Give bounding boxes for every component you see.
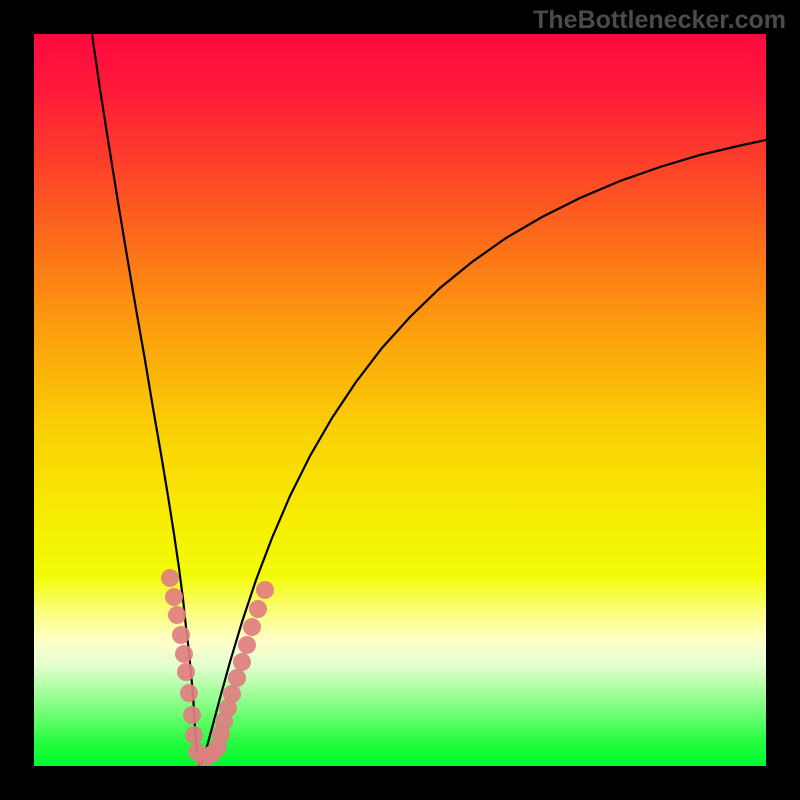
data-marker	[256, 581, 274, 599]
data-marker	[168, 606, 186, 624]
data-marker	[175, 645, 193, 663]
plot-area	[34, 34, 766, 766]
data-marker	[243, 618, 261, 636]
data-marker	[183, 706, 201, 724]
data-marker	[223, 685, 241, 703]
data-marker	[180, 684, 198, 702]
watermark-text: TheBottlenecker.com	[533, 6, 786, 35]
right-curve	[200, 140, 766, 766]
chart-container: TheBottlenecker.com	[0, 0, 800, 800]
curve-layer	[34, 34, 766, 766]
data-marker	[233, 653, 251, 671]
data-marker	[172, 626, 190, 644]
data-marker	[165, 588, 183, 606]
data-marker	[161, 569, 179, 587]
data-marker	[185, 726, 203, 744]
data-marker	[249, 600, 267, 618]
data-marker	[177, 663, 195, 681]
data-marker	[228, 669, 246, 687]
data-marker	[238, 636, 256, 654]
